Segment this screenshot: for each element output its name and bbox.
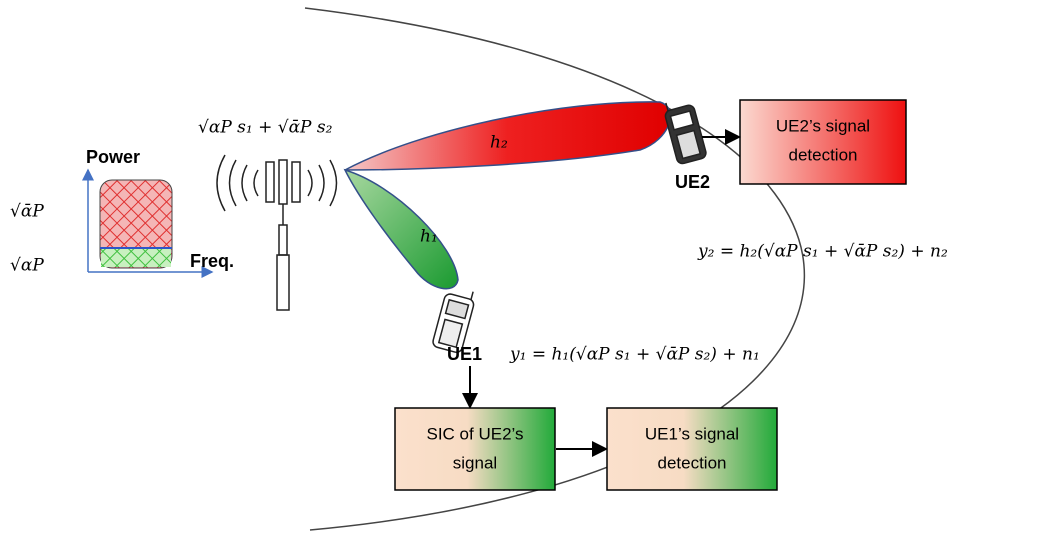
ue1-detection-box [606, 407, 778, 491]
coverage-arc [304, 7, 806, 531]
ue1-label: UE1 [447, 344, 482, 364]
transmit-signal: √αP s₁ + √ᾱP s₂ [198, 118, 333, 138]
ue2-detection-box [739, 99, 907, 185]
y-axis-label: Power [86, 147, 140, 167]
box-line: detection [789, 145, 858, 164]
lower-level: √αP [10, 256, 44, 276]
phone-ue2 [664, 102, 707, 165]
x-axis-label: Freq. [190, 251, 234, 271]
box-line: SIC of UE2’s [426, 424, 523, 443]
upper-power [99, 179, 173, 269]
h2-label: h₂ [490, 133, 508, 153]
beam-ue1 [343, 168, 459, 290]
lower-power [101, 248, 171, 267]
phone-ue1 [432, 291, 475, 354]
box-line: UE1’s signal [645, 424, 739, 443]
h1-label: h₁ [420, 227, 438, 247]
base-station [216, 154, 338, 311]
y2-equation: y₂ = h₂(√αP s₁ + √ᾱP s₂) + n₂ [697, 242, 948, 262]
ue2-label: UE2 [675, 172, 710, 192]
power-chart [82, 168, 214, 278]
y1-equation: y₁ = h₁(√αP s₁ + √ᾱP s₂) + n₁ [509, 345, 760, 365]
sic-box [394, 407, 556, 491]
box-line: detection [658, 453, 727, 472]
upper-level: √ᾱP [10, 202, 44, 222]
box-line: signal [453, 453, 497, 472]
box-line: UE2’s signal [776, 116, 870, 135]
